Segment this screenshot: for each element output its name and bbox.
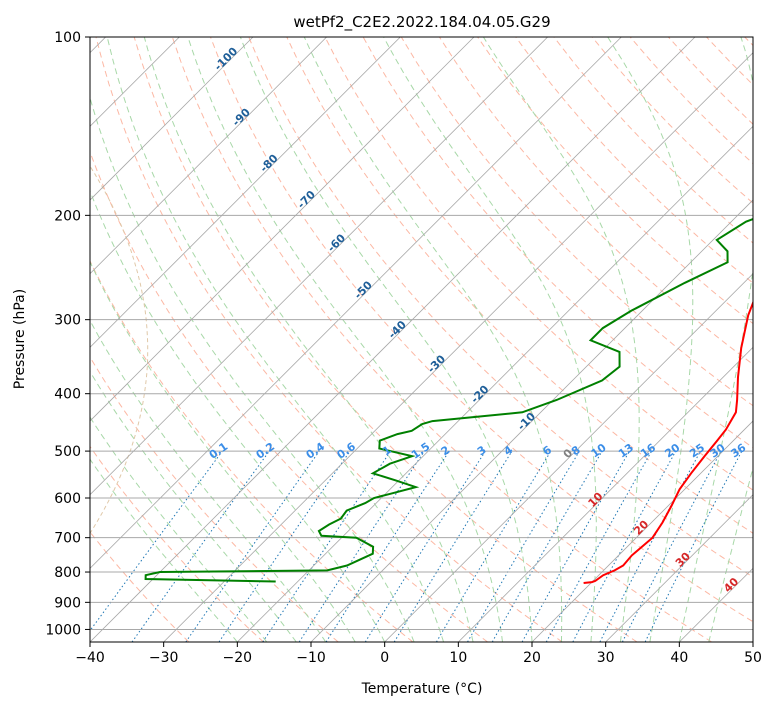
x-tick-label: −20 [223,650,253,666]
moist-adiabat [607,37,694,642]
mixing-ratio-line [521,450,630,642]
x-axis-ticks: −40 −30 −20 −10 0 10 20 30 40 50 [75,642,762,666]
isotherm-line [458,346,753,642]
y-tick-label: 900 [54,595,81,611]
x-axis-label: Temperature (°C) [361,681,483,697]
y-tick-label: 700 [54,531,81,547]
y-axis-label: Pressure (hPa) [12,289,28,389]
y-tick-label: 200 [54,208,81,224]
moist-adiabat [106,37,445,642]
moist-adiabat [90,370,297,642]
y-axis-ticks: 100 200 300 400 500 600 700 800 900 1000 [45,30,90,638]
isotherm-line [384,273,753,642]
y-tick-label: 800 [54,565,81,581]
dry-adiabat [515,37,753,284]
x-tick-label: 20 [523,650,541,666]
moist-adiabat [482,37,640,642]
x-tick-label: 30 [597,650,615,666]
y-tick-label: 400 [54,387,81,403]
isotherm-line [90,37,401,348]
mixing-ratio-line [545,450,653,642]
isotherm-line [163,52,753,642]
moist-adiabat [90,319,327,642]
x-tick-label: 0 [380,650,389,666]
moist-adiabat [187,37,503,642]
y-tick-label: 300 [54,313,81,329]
mixing-ratio-line [644,450,743,642]
moist-adiabat [678,37,753,642]
x-tick-label: 40 [670,650,688,666]
moist-adiabat [90,189,386,642]
y-tick-label: 1000 [45,622,81,638]
dry-adiabat [95,37,563,642]
y-tick-label: 500 [54,444,81,460]
mixing-ratio-lines [90,450,743,642]
moist-adiabat [90,416,268,642]
moist-adiabat [143,37,474,642]
mixing-ratio-line [572,450,677,642]
mixing-ratio-line [262,450,392,642]
dry-adiabats [90,37,753,642]
moist-adiabat [90,260,356,642]
x-tick-label: 10 [449,650,467,666]
isotherm-line [90,37,696,642]
moist-adiabat [708,466,753,642]
isotherm-line [90,37,622,569]
mixing-ratio-line [325,450,450,642]
moist-adiabat [239,37,533,642]
mixing-ratio-line [185,450,320,642]
dry-adiabat [90,445,264,642]
chart-title: wetPf2_C2E2.2022.184.04.05.G29 [293,13,550,32]
dry-adiabat [171,37,712,642]
x-tick-label: −40 [75,650,105,666]
isotherm-line [90,37,548,496]
mixing-ratio-line [90,450,223,632]
dry-adiabat [210,37,753,623]
mixing-ratio-line [131,450,270,642]
moist-adiabat [90,458,238,642]
isotherm-line [90,37,327,275]
isotherm-line [310,199,753,642]
skewed-isotherms [90,37,753,642]
x-tick-label: −10 [296,650,326,666]
isotherm-line [237,125,753,642]
moist-adiabat [383,37,597,642]
plot-frame [89,36,754,643]
dry-adiabat [286,37,753,534]
isotherm-line [605,494,753,642]
dry-adiabat [133,37,638,642]
moist-adiabat [303,37,563,642]
isotherm-line [90,37,254,201]
x-tick-label: 50 [744,650,762,666]
temperature-profile [583,300,753,584]
isotherm-line [90,37,475,422]
dry-adiabat [248,37,753,578]
y-tick-label: 600 [54,491,81,507]
x-tick-label: −30 [149,650,179,666]
isotherm-line [531,420,753,642]
y-tick-label: 100 [54,30,81,46]
mixing-ratio-line [393,450,513,642]
mixing-ratio-line [218,450,351,642]
dry-adiabat [90,356,339,642]
dry-adiabat [90,259,414,642]
dewpoint-profile [144,218,753,583]
